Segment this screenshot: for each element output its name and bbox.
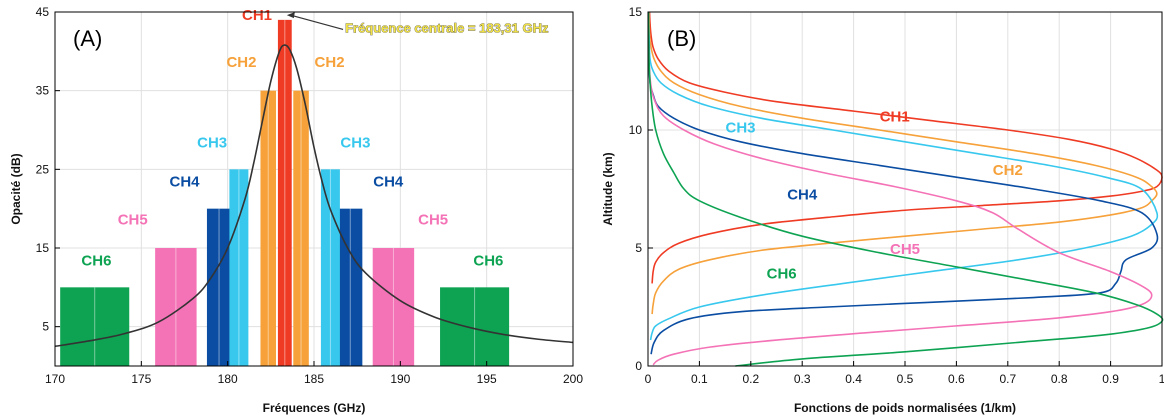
channel-label-ch2: CH2	[226, 54, 256, 71]
x-tick-label: 170	[45, 372, 65, 386]
series-line-ch1	[648, 11, 1163, 284]
series-line-ch5	[647, 11, 1153, 366]
channel-label-ch2: CH2	[315, 54, 345, 71]
x-tick-label: 0.7	[999, 372, 1016, 386]
x-tick-label: 1	[1159, 372, 1164, 386]
panel-b-weighting-functions-chart: CH1 CH2 CH3 CH4 CH5 CH6 0 0.1 0.2 0.3 0.4 0.5 0.6 0.…	[601, 5, 1164, 415]
series-line-ch6	[647, 11, 1164, 367]
bar-ch2	[260, 90, 277, 367]
y-tick-label: 15	[629, 5, 643, 19]
bar-ch2	[293, 90, 309, 367]
annotation-arrowhead	[286, 12, 295, 19]
x-tick-label: 0.4	[845, 372, 862, 386]
channel-label-ch3: CH3	[340, 134, 370, 151]
series-label-ch4: CH4	[787, 187, 818, 204]
x-tick-label: 0.3	[794, 372, 811, 386]
panel-a-x-axis-label: Fréquences (GHz)	[263, 401, 366, 415]
y-tick-label: 45	[36, 5, 50, 19]
channel-label-ch5: CH5	[418, 211, 448, 228]
bar-ch3	[229, 169, 249, 366]
panel-b-y-axis-label: Altitude (km)	[601, 152, 615, 225]
x-tick-label: 0.1	[691, 372, 708, 386]
x-tick-label: 0.8	[1051, 372, 1068, 386]
absorption-curve	[54, 44, 574, 348]
x-tick-label: 0.2	[742, 372, 759, 386]
channel-label-ch6: CH6	[81, 252, 111, 269]
channel-label-ch1: CH1	[242, 7, 272, 24]
panel-a-annotation: Fréquence centrale = 183,31 GHz	[286, 12, 549, 36]
panel-a-label: (A)	[73, 26, 102, 51]
x-tick-label: 190	[390, 372, 410, 386]
y-tick-label: 5	[42, 320, 49, 334]
x-tick-label: 0.6	[948, 372, 965, 386]
panel-a-absorption-line	[54, 44, 574, 348]
x-tick-label: 0.9	[1102, 372, 1119, 386]
series-label-ch6: CH6	[767, 266, 797, 283]
y-tick-label: 25	[36, 162, 50, 176]
bar-ch5	[372, 248, 415, 366]
channel-label-ch6: CH6	[473, 252, 503, 269]
annotation-arrow	[290, 14, 344, 31]
x-tick-label: 0.5	[897, 372, 914, 386]
channel-label-ch4: CH4	[373, 174, 404, 191]
bar-ch4	[338, 208, 363, 366]
panel-b-label: (B)	[667, 26, 696, 51]
panel-a-y-axis-label: Opacité (dB)	[9, 153, 23, 224]
panel-b-series-labels: CH1 CH2 CH3 CH4 CH5 CH6	[726, 109, 1023, 283]
channel-label-ch4: CH4	[169, 174, 200, 191]
x-tick-label: 195	[477, 372, 497, 386]
y-tick-label: 0	[635, 359, 642, 373]
series-line-ch3	[647, 11, 1159, 341]
y-tick-label: 35	[36, 84, 50, 98]
x-tick-label: 185	[304, 372, 324, 386]
series-label-ch5: CH5	[890, 241, 920, 258]
series-line-ch2	[648, 11, 1158, 315]
series-label-ch2: CH2	[993, 162, 1023, 179]
panel-a-opacity-chart: CH1 CH2 CH2 CH3 CH3 CH4 CH4 CH5 CH5 CH6 CH6 Fréque…	[9, 5, 583, 415]
bar-ch1	[277, 19, 292, 366]
x-tick-label: 175	[131, 372, 151, 386]
y-tick-label: 15	[36, 241, 50, 255]
panel-a-ticks: 170 175 180 185 190 195 200 5 15 25 35 45	[36, 5, 584, 386]
y-tick-label: 10	[629, 123, 643, 137]
series-line-ch4	[647, 11, 1159, 355]
series-label-ch3: CH3	[726, 119, 756, 136]
bar-ch6	[440, 287, 510, 366]
panel-a-channel-labels: CH1 CH2 CH2 CH3 CH3 CH4 CH4 CH5 CH5 CH6 CH6	[81, 7, 503, 269]
x-tick-label: 0	[645, 372, 652, 386]
panel-a-grid	[54, 11, 574, 366]
bar-ch5	[155, 248, 197, 366]
bar-ch6	[60, 287, 130, 366]
panel-b-series-lines	[647, 11, 1164, 367]
bar-ch3	[320, 169, 340, 366]
bar-ch4	[206, 208, 232, 366]
channel-label-ch3: CH3	[197, 134, 227, 151]
x-tick-label: 180	[218, 372, 238, 386]
series-label-ch1: CH1	[880, 109, 910, 126]
channel-label-ch5: CH5	[118, 211, 148, 228]
annotation-text: Fréquence centrale = 183,31 GHz	[345, 20, 549, 35]
panel-a-bars	[60, 19, 510, 367]
panel-b-x-axis-label: Fonctions de poids normalisées (1/km)	[794, 401, 1016, 415]
y-tick-label: 5	[635, 241, 642, 255]
x-tick-label: 200	[563, 372, 583, 386]
